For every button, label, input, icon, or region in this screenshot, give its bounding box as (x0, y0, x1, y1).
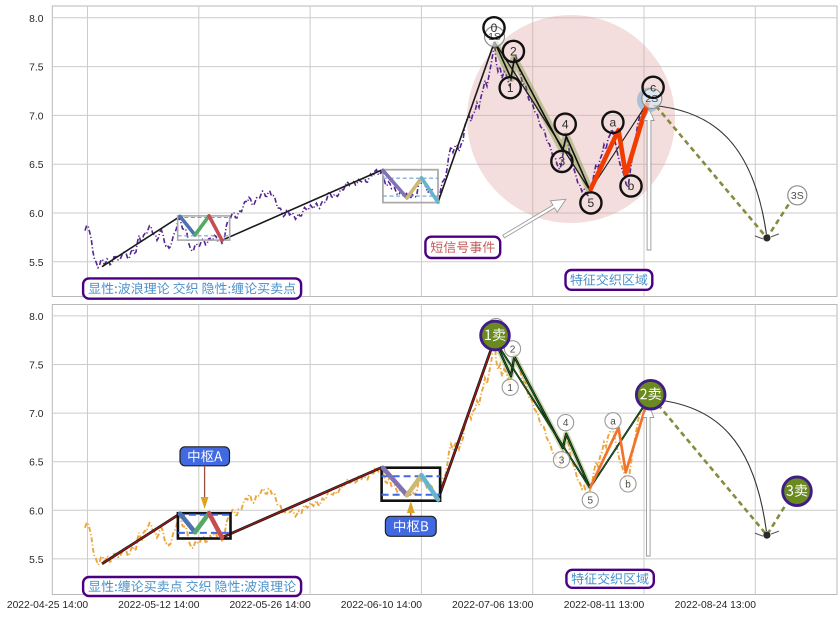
svg-text:1: 1 (507, 81, 514, 95)
svg-text:2: 2 (510, 45, 517, 59)
svg-text:1S: 1S (488, 31, 501, 43)
svg-text:3: 3 (559, 455, 565, 466)
svg-text:2022-05-12 14:00: 2022-05-12 14:00 (118, 600, 200, 611)
svg-text:2022-04-25 14:00: 2022-04-25 14:00 (7, 600, 89, 611)
svg-text:8.0: 8.0 (29, 312, 44, 323)
svg-text:5: 5 (588, 196, 595, 210)
svg-text:a: a (610, 416, 616, 427)
svg-text:6.0: 6.0 (29, 506, 44, 517)
svg-text:6.5: 6.5 (29, 458, 44, 469)
svg-text:5.5: 5.5 (29, 258, 44, 269)
svg-text:6.5: 6.5 (29, 160, 44, 171)
svg-text:4: 4 (562, 117, 569, 131)
svg-text:b: b (625, 479, 631, 490)
svg-text:b: b (628, 179, 635, 193)
svg-text:7.0: 7.0 (29, 409, 44, 420)
svg-text:7.5: 7.5 (29, 63, 44, 74)
svg-text:c: c (650, 81, 656, 95)
svg-text:8.0: 8.0 (29, 14, 44, 25)
svg-text:2022-08-24 13:00: 2022-08-24 13:00 (675, 600, 757, 611)
svg-text:2022-06-10 14:00: 2022-06-10 14:00 (341, 600, 423, 611)
svg-text:0: 0 (491, 21, 498, 35)
svg-text:4: 4 (563, 418, 569, 429)
svg-text:2022-08-11 13:00: 2022-08-11 13:00 (564, 600, 645, 611)
svg-text:2022-07-06 13:00: 2022-07-06 13:00 (452, 600, 534, 611)
svg-text:7.5: 7.5 (29, 361, 44, 372)
svg-text:3: 3 (559, 155, 566, 169)
svg-text:3S: 3S (791, 190, 804, 202)
svg-text:2: 2 (510, 344, 516, 355)
svg-text:5: 5 (588, 496, 594, 507)
svg-text:2022-05-26 14:00: 2022-05-26 14:00 (229, 600, 311, 611)
svg-text:a: a (610, 116, 617, 130)
svg-text:7.0: 7.0 (29, 111, 44, 122)
svg-text:1: 1 (507, 383, 513, 394)
svg-text:5.5: 5.5 (29, 555, 44, 566)
svg-text:6.0: 6.0 (29, 209, 44, 220)
